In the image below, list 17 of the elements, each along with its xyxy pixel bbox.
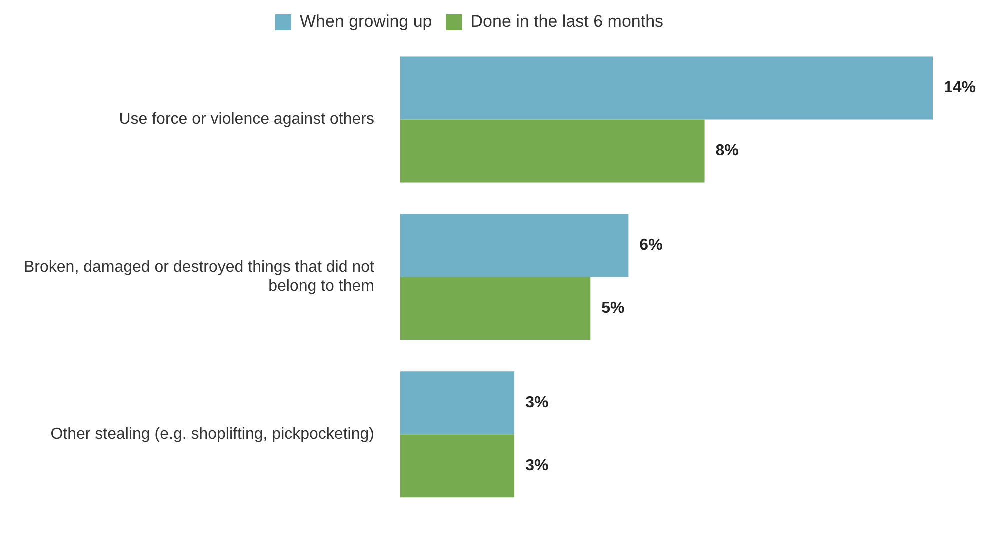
bar: [400, 434, 515, 498]
y-tick-label: Broken, damaged or destroyed things that did not belong to them: [24, 259, 375, 296]
legend-label: Done in the last 6 months: [470, 12, 664, 32]
y-tick-label: Other stealing (e.g. shoplifting, pickpocketing): [50, 426, 374, 444]
data-label: 8%: [716, 142, 739, 160]
data-label: 14%: [944, 80, 976, 97]
bar: [400, 277, 591, 340]
data-label: 3%: [526, 458, 549, 475]
bar: [400, 120, 705, 183]
bar: [400, 56, 933, 120]
bar: [400, 372, 515, 435]
data-label: 5%: [602, 300, 625, 318]
bar: [400, 214, 629, 278]
data-label: 6%: [640, 237, 663, 254]
legend-label: When growing up: [300, 12, 432, 32]
y-tick-label: Use force or violence against others: [119, 111, 374, 128]
data-label: 3%: [526, 394, 549, 412]
